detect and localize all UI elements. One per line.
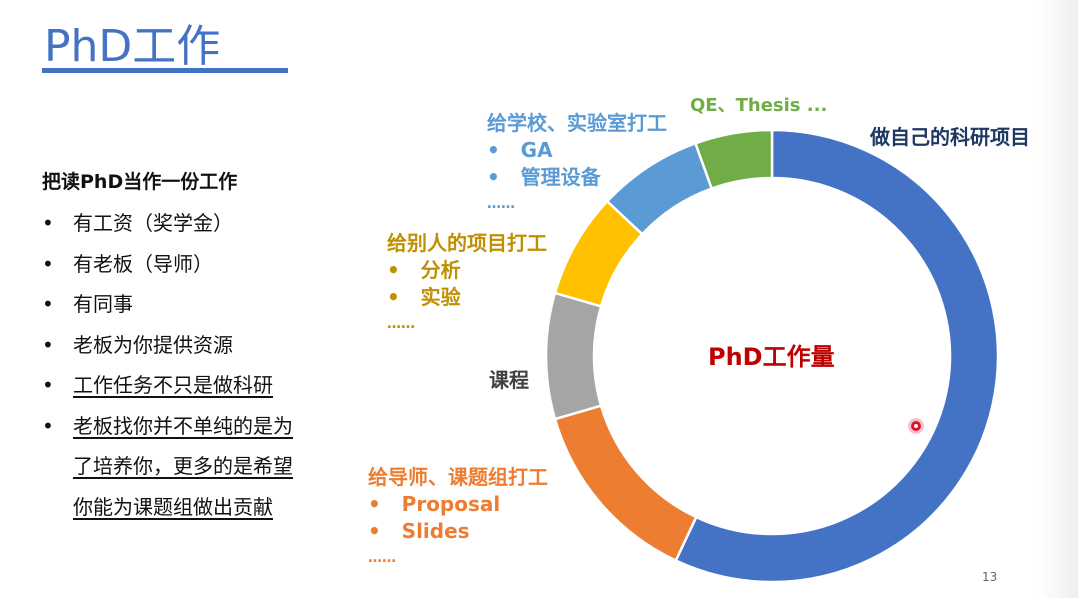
label-item-text: Proposal (402, 492, 501, 516)
label-others-project: 给别人的项目打工 • 分析 • 实验 …… (387, 230, 547, 338)
label-item: • Slides (368, 518, 548, 545)
label-item-text: 分析 (421, 258, 461, 282)
label-title: 给别人的项目打工 (387, 230, 547, 257)
label-more: …… (368, 545, 548, 572)
label-item-text: 管理设备 (521, 165, 601, 189)
label-item: • 分析 (387, 257, 547, 284)
label-own-research: 做自己的科研项目 (870, 121, 1030, 150)
donut-slice-1 (555, 406, 696, 561)
label-item-text: 实验 (421, 285, 461, 309)
label-title: 做自己的科研项目 (870, 125, 1030, 149)
laser-pointer-cursor (911, 421, 921, 431)
label-more: …… (487, 191, 667, 218)
label-item: • GA (487, 137, 667, 164)
label-item: • 管理设备 (487, 164, 667, 191)
label-title: 给导师、课题组打工 (368, 464, 548, 491)
label-title: 课程 (489, 368, 529, 392)
label-qe-thesis: QE、Thesis ... (690, 91, 827, 117)
label-item-text: Slides (402, 519, 470, 543)
label-item: • Proposal (368, 491, 548, 518)
label-title: 给学校、实验室打工 (487, 110, 667, 137)
label-title: QE、Thesis ... (690, 95, 827, 116)
donut-slice-2 (546, 293, 601, 419)
label-school-lab: 给学校、实验室打工 • GA • 管理设备 …… (487, 110, 667, 218)
page-number: 13 (982, 570, 997, 584)
label-item: • 实验 (387, 284, 547, 311)
chart-center-label: PhD工作量 (708, 337, 835, 372)
label-more: …… (387, 311, 547, 338)
label-courses: 课程 (489, 364, 529, 393)
label-item-text: GA (521, 138, 553, 162)
label-advisor-group: 给导师、课题组打工 • Proposal • Slides …… (368, 464, 548, 572)
